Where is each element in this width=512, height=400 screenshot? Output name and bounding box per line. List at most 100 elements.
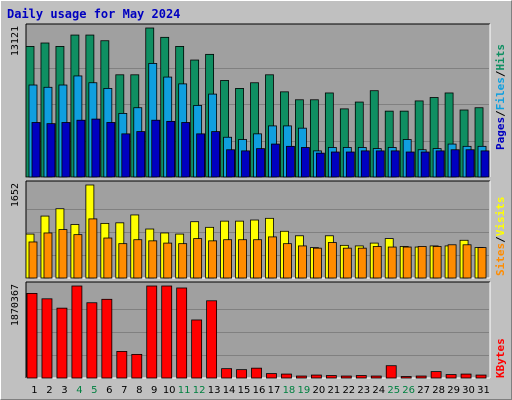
panel-hits-files-pages: 13121 bbox=[10, 23, 491, 178]
bar-sites bbox=[312, 247, 322, 279]
bar-sites bbox=[387, 246, 397, 279]
bar-pages bbox=[166, 120, 176, 178]
x-tick-label: 12 bbox=[193, 385, 206, 396]
bar-kbytes bbox=[400, 376, 412, 379]
bar-kbytes bbox=[221, 368, 232, 379]
bar-kbytes bbox=[355, 375, 367, 379]
bar-pages bbox=[76, 119, 86, 178]
bar-kbytes bbox=[191, 319, 203, 379]
x-tick-label: 19 bbox=[298, 385, 311, 396]
panel-kbytes: 1870367 bbox=[10, 281, 491, 379]
x-tick-label: 17 bbox=[268, 385, 281, 396]
bar-kbytes bbox=[460, 373, 472, 379]
bar-kbytes bbox=[415, 375, 427, 379]
bar-sites bbox=[477, 247, 487, 279]
bar-sites bbox=[223, 239, 232, 279]
bar-kbytes bbox=[340, 375, 352, 379]
y-max-label: 1652 bbox=[10, 183, 21, 207]
bar-kbytes bbox=[71, 285, 83, 379]
bar-pages bbox=[375, 150, 385, 178]
bar-sites bbox=[163, 242, 173, 279]
bar-pages bbox=[301, 147, 310, 178]
bar-sites bbox=[193, 238, 203, 279]
legend-entry: / bbox=[494, 110, 507, 117]
bar-sites bbox=[43, 232, 53, 279]
bar-pages bbox=[61, 122, 71, 178]
x-tick-label: 30 bbox=[462, 385, 475, 396]
x-tick-label: 13 bbox=[208, 385, 221, 396]
bar-kbytes bbox=[116, 351, 128, 379]
x-tick-label: 26 bbox=[402, 385, 415, 396]
bar-pages bbox=[31, 122, 41, 178]
bar-kbytes bbox=[370, 375, 382, 379]
bar-pages bbox=[420, 151, 430, 178]
x-tick-label: 22 bbox=[342, 385, 355, 396]
bar-pages bbox=[46, 123, 56, 178]
bar-pages bbox=[196, 133, 206, 178]
bar-pages bbox=[226, 149, 235, 178]
bar-kbytes bbox=[101, 298, 113, 379]
x-tick-label: 8 bbox=[136, 385, 142, 396]
x-axis-labels: 1 2 3 4 5 6 7 8 9 10 11 12 13 14 15 16 17 18 19 20 21 22 23 24 2… bbox=[31, 385, 490, 396]
x-tick-label: 5 bbox=[91, 385, 97, 396]
bar-sites bbox=[118, 243, 128, 279]
bar-pages bbox=[151, 119, 161, 178]
y-max-label: 13121 bbox=[10, 26, 21, 56]
bar-pages bbox=[360, 150, 370, 178]
bar-kbytes bbox=[206, 300, 218, 379]
bar-kbytes bbox=[296, 375, 307, 379]
legend-entry: Sites bbox=[494, 243, 507, 276]
x-tick-label: 16 bbox=[253, 385, 266, 396]
panel-visits-sites: 1652 bbox=[10, 180, 491, 279]
bar-sites bbox=[58, 229, 68, 279]
bar-sites bbox=[298, 245, 307, 279]
legend-entry: Files bbox=[494, 77, 507, 110]
x-tick-label: 14 bbox=[223, 385, 236, 396]
x-tick-label: 2 bbox=[46, 385, 52, 396]
bar-kbytes bbox=[146, 285, 158, 379]
bar-sites bbox=[357, 247, 367, 279]
bar-sites bbox=[253, 239, 262, 279]
legend-bottom: KBytes bbox=[494, 338, 507, 378]
bar-kbytes bbox=[325, 375, 337, 379]
bar-pages bbox=[390, 150, 400, 178]
bar-sites bbox=[447, 244, 457, 279]
x-tick-label: 25 bbox=[387, 385, 400, 396]
bar-sites bbox=[178, 243, 188, 279]
bar-pages bbox=[286, 145, 295, 178]
x-tick-label: 24 bbox=[372, 385, 385, 396]
bar-pages bbox=[136, 131, 146, 178]
bar-pages bbox=[405, 151, 415, 178]
x-tick-label: 21 bbox=[327, 385, 340, 396]
bar-pages bbox=[450, 149, 460, 178]
bar-sites bbox=[73, 234, 83, 279]
bar-sites bbox=[283, 243, 292, 279]
bar-sites bbox=[103, 237, 113, 279]
bar-pages bbox=[435, 150, 445, 178]
bar-pages bbox=[241, 150, 250, 178]
legend-middle: Sites/Visits bbox=[494, 197, 507, 277]
bar-pages bbox=[91, 118, 101, 178]
legend-entry: Visits bbox=[494, 197, 507, 237]
legend-entry: / bbox=[494, 236, 507, 243]
legend-entry: Hits bbox=[494, 44, 507, 71]
x-tick-label: 1 bbox=[31, 385, 37, 396]
bar-sites bbox=[208, 240, 218, 279]
bar-sites bbox=[402, 246, 412, 279]
bar-sites bbox=[28, 241, 38, 279]
bar-pages bbox=[480, 150, 490, 178]
bar-sites bbox=[342, 247, 352, 279]
bar-pages bbox=[211, 131, 221, 178]
x-tick-label: 28 bbox=[432, 385, 445, 396]
bar-sites bbox=[268, 236, 277, 279]
chart-title: Daily usage for May 2024 bbox=[7, 7, 181, 21]
x-tick-label: 18 bbox=[283, 385, 296, 396]
x-tick-label: 6 bbox=[106, 385, 112, 396]
x-tick-label: 7 bbox=[121, 385, 127, 396]
legend-entry: KBytes bbox=[494, 338, 507, 378]
bar-pages bbox=[106, 122, 116, 178]
bar-pages bbox=[330, 151, 340, 178]
bar-pages bbox=[465, 149, 475, 178]
x-tick-label: 10 bbox=[163, 385, 176, 396]
